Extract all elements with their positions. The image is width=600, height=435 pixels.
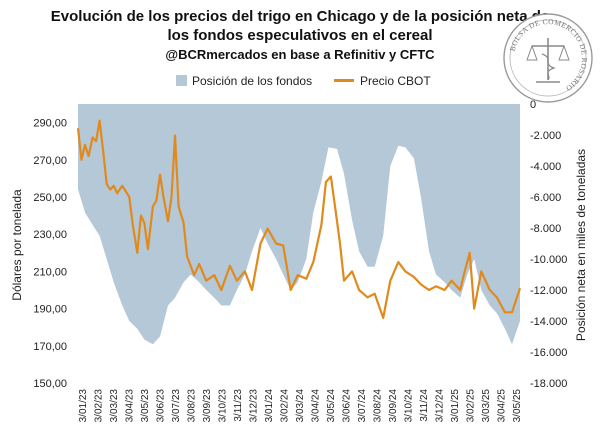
x-tick-label: 3/02/24	[280, 389, 291, 423]
x-tick-label: 3/03/24	[295, 389, 306, 423]
chart-title: Evolución de los precios del trigo en Ch…	[51, 8, 549, 62]
chart-title-line-1: Evolución de los precios del trigo en Ch…	[51, 8, 549, 25]
x-tick-label: 3/01/24	[264, 389, 275, 423]
y-left-tick-label: 210,00	[33, 266, 67, 278]
y-right-tick-label: -4.000	[530, 161, 561, 173]
y-left-tick-label: 230,00	[33, 229, 67, 241]
y-axis-right-ticks: -18.000 -16.000 -14.000 -12.000 -10.000 -8.00…	[530, 99, 567, 390]
legend: Posición de los fondos Precio CBOT	[176, 74, 431, 88]
x-tick-label: 3/02/25	[466, 389, 477, 423]
x-tick-label: 3/05/23	[140, 389, 151, 423]
y-right-tick-label: -6.000	[530, 192, 561, 204]
series-area-fondos	[78, 104, 520, 345]
y-right-tick-label: -14.000	[530, 316, 567, 328]
series-line-cbot	[76, 119, 522, 319]
y-left-tick-label: 270,00	[33, 155, 67, 167]
y-axis-left-ticks: 150,00 170,00 190,00 210,00 230,00 250,00 270,…	[33, 118, 67, 390]
x-tick-label: 3/01/23	[78, 389, 89, 423]
x-tick-label: 3/04/24	[311, 389, 322, 423]
chart-subtitle: @BCRmercados en base a Refinitiv y CFTC	[165, 47, 435, 62]
x-tick-label: 3/03/25	[481, 389, 492, 423]
y-right-tick-label: -12.000	[530, 285, 567, 297]
x-tick-label: 3/08/24	[373, 389, 384, 423]
y-left-tick-label: 290,00	[33, 118, 67, 130]
plot-area	[76, 104, 522, 345]
y-left-tick-label: 150,00	[33, 378, 67, 390]
x-axis-ticks: 3/01/23 3/02/23 3/03/23 3/04/23 3/05/23 3/06/…	[78, 389, 523, 423]
bolsa-de-comercio-seal: BOLSA DE COMERCIO DE ROSARIO	[503, 13, 593, 103]
x-tick-label: 3/12/23	[249, 389, 260, 423]
x-tick-label: 3/11/24	[419, 389, 430, 422]
legend-label-cbot: Precio CBOT	[360, 74, 431, 88]
y-right-tick-label: -18.000	[530, 378, 567, 390]
x-tick-label: 3/08/23	[187, 389, 198, 423]
x-tick-label: 3/10/24	[404, 389, 415, 423]
x-tick-label: 3/05/25	[512, 389, 523, 423]
x-tick-label: 3/11/23	[233, 389, 244, 422]
x-tick-label: 3/09/23	[202, 389, 213, 423]
y-right-tick-label: -10.000	[530, 254, 567, 266]
x-tick-label: 3/10/23	[218, 389, 229, 423]
y-left-tick-label: 170,00	[33, 341, 67, 353]
chart-title-line-2: los fondos especulativos en el cereal	[167, 27, 432, 44]
y-left-tick-label: 250,00	[33, 192, 67, 204]
x-tick-label: 3/07/24	[357, 389, 368, 423]
x-tick-label: 3/09/24	[388, 389, 399, 423]
x-tick-label: 3/06/23	[156, 389, 167, 423]
y-right-tick-label: 0	[530, 99, 536, 111]
x-tick-label: 3/07/23	[171, 389, 182, 423]
y-left-tick-label: 190,00	[33, 304, 67, 316]
x-tick-label: 3/01/25	[450, 389, 461, 423]
x-tick-label: 3/04/23	[125, 389, 136, 423]
y-axis-left-label: Dólares por tonelada	[10, 189, 24, 301]
x-tick-label: 3/12/24	[435, 389, 446, 423]
x-tick-label: 3/05/24	[326, 389, 337, 423]
x-tick-label: 3/03/23	[109, 389, 120, 423]
x-tick-label: 3/04/25	[497, 389, 508, 423]
y-right-tick-label: -2.000	[530, 130, 561, 142]
y-right-tick-label: -8.000	[530, 223, 561, 235]
y-right-tick-label: -16.000	[530, 347, 567, 359]
legend-label-fondos: Posición de los fondos	[192, 74, 312, 88]
y-axis-right-label: Posición neta en miles de toneladas	[574, 149, 588, 341]
x-tick-label: 3/06/24	[342, 389, 353, 423]
legend-swatch-fondos	[176, 75, 187, 86]
x-tick-label: 3/02/23	[94, 389, 105, 423]
